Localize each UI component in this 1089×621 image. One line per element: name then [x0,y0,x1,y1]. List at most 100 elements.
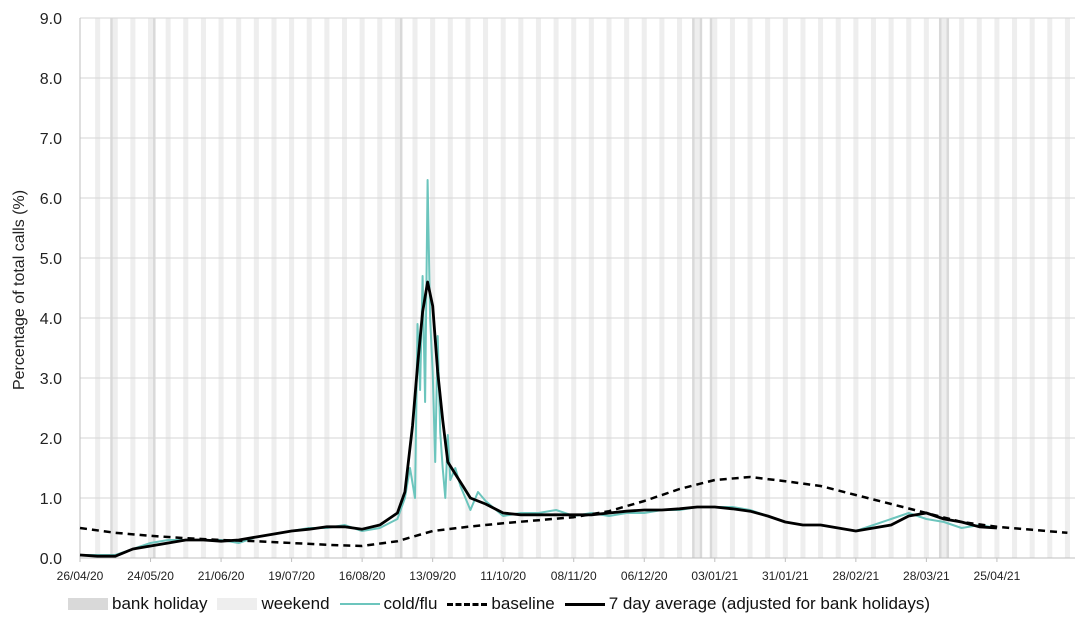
x-tick-label: 25/04/21 [974,569,1021,583]
legend-label: 7 day average (adjusted for bank holiday… [608,594,931,613]
weekend-band [359,18,365,558]
legend-label: bank holiday [112,594,208,613]
bank-holiday-band [692,18,695,558]
weekend-band [95,18,101,558]
weekend-band [518,18,524,558]
y-tick-label: 3.0 [40,371,62,388]
bank-holiday-band [699,18,703,558]
y-tick-label: 9.0 [40,11,62,28]
weekend-band [694,18,700,558]
y-tick-label: 5.0 [40,251,62,268]
weekend-band [200,18,206,558]
legend-cold-flu: cold/flu [339,594,438,614]
bank-holiday-band [709,18,713,558]
bank-holiday-band [110,18,113,558]
weekend-band [465,18,471,558]
weekend-band [923,18,929,558]
weekend-band [941,18,947,558]
y-tick-label: 0.0 [40,551,62,568]
weekend-band [641,18,647,558]
weekend-band [677,18,683,558]
weekend-band [218,18,224,558]
y-tick-label: 1.0 [40,491,62,508]
weekend-band [765,18,771,558]
series [79,179,1068,558]
weekend-band [729,18,735,558]
series-baseline [79,475,1068,548]
weekend-band [130,18,136,558]
x-tick-label: 06/12/20 [621,569,668,583]
weekend-band [994,18,1000,558]
legend-line-swatch [564,602,605,606]
weekend-band [588,18,594,558]
weekend-band [377,18,383,558]
bank-holiday-band [946,18,950,558]
series-7day-average [79,280,997,558]
x-tick-label: 08/11/20 [551,569,597,583]
weekend-band [236,18,242,558]
weekend-band [289,18,295,558]
weekend-band [341,18,348,558]
weekend-band [712,18,718,558]
legend-weekend: weekend [217,594,330,614]
weekend-band [624,18,630,558]
weekend-band [870,18,876,558]
weekend-band [553,18,559,558]
legend-line-swatch [339,603,380,605]
weekend-band [606,18,612,558]
weekend-band [500,18,506,558]
x-tick-label: 28/03/21 [903,569,950,583]
weekend-bands [95,18,1070,558]
weekend-band [835,18,841,558]
x-tick-label: 03/01/21 [691,569,738,583]
x-tick-label: 26/04/20 [57,569,104,583]
weekend-band [148,18,154,558]
bank-holiday-band [938,18,942,558]
x-tick-label: 24/05/20 [127,569,174,583]
legend-label: baseline [491,594,555,613]
legend-line-swatch [447,602,488,606]
x-tick-label: 19/07/20 [268,569,315,583]
weekend-band [271,18,277,558]
weekend-band [1047,18,1053,558]
legend-baseline: baseline [447,594,555,614]
x-tick-label: 21/06/20 [198,569,245,583]
weekend-band [306,18,312,558]
legend-label: weekend [261,594,330,613]
legend-swatch [68,598,108,610]
bank-holiday-band [153,18,156,558]
bank-holiday-bands [110,18,950,558]
y-tick-label: 7.0 [40,131,62,148]
weekend-band [800,18,806,558]
weekend-band [1012,18,1018,558]
weekend-band [447,18,453,558]
weekend-band [483,18,489,558]
y-tick-label: 6.0 [40,191,62,208]
weekend-band [976,18,982,558]
weekend-band [853,18,859,558]
weekend-band [183,18,189,558]
weekend-band [430,18,436,558]
x-tick-label: 13/09/20 [409,569,456,583]
bank-holiday-band [399,18,403,558]
weekend-band [412,18,418,558]
legend-7day-average: 7 day average (adjusted for bank holiday… [564,594,931,614]
legend-bank-holiday: bank holiday [68,594,207,614]
x-tick-label: 11/10/20 [480,569,526,583]
weekend-band [959,18,965,558]
weekend-band [571,18,577,558]
weekend-band [888,18,894,558]
y-tick-label: 4.0 [40,311,62,328]
weekend-band [112,18,118,558]
y-tick-label: 2.0 [40,431,62,448]
legend-label: cold/flu [383,594,438,613]
weekend-band [906,18,912,558]
weekend-band [535,18,541,558]
weekend-band [782,18,788,558]
weekend-band [1029,18,1035,558]
weekend-band [324,18,330,558]
weekend-band [659,18,665,558]
x-tick-label: 31/01/21 [762,569,809,583]
weekend-band [1064,18,1070,558]
